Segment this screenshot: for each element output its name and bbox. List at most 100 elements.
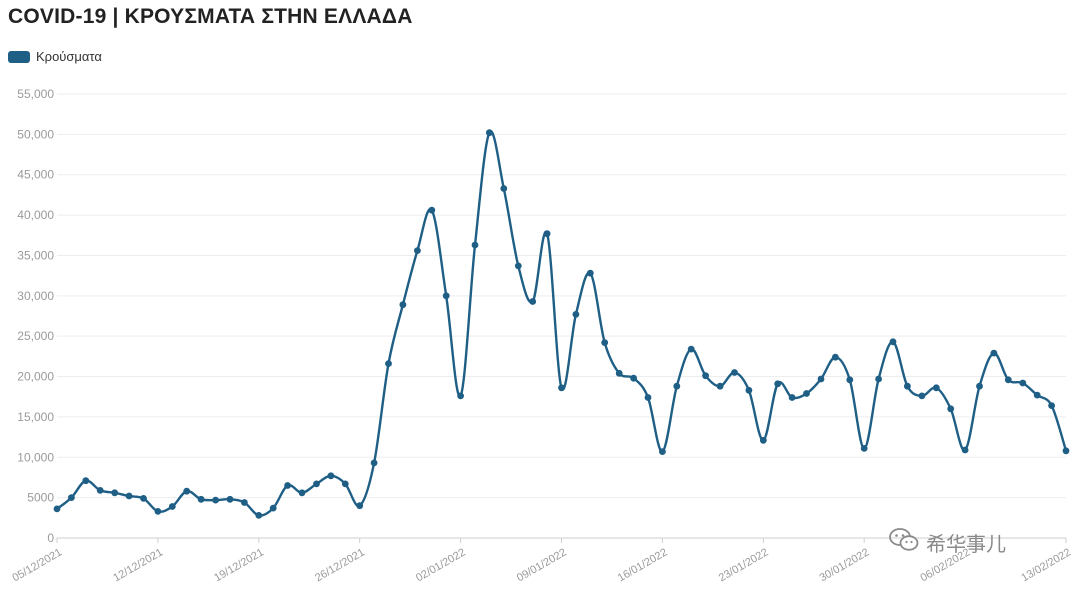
data-point[interactable]: [457, 392, 464, 400]
y-tick-label: 15,000: [17, 410, 54, 424]
data-point[interactable]: [486, 129, 493, 137]
data-point[interactable]: [313, 480, 320, 488]
y-tick-label: 5000: [27, 491, 54, 505]
y-tick-label: 45,000: [17, 168, 54, 182]
series-line: [55, 130, 1068, 517]
data-point[interactable]: [601, 339, 609, 346]
data-point[interactable]: [947, 405, 955, 413]
data-point[interactable]: [529, 298, 537, 305]
data-point[interactable]: [615, 369, 623, 377]
data-point[interactable]: [154, 508, 162, 515]
data-point[interactable]: [976, 382, 983, 390]
data-point[interactable]: [111, 489, 119, 497]
data-point[interactable]: [500, 185, 508, 192]
data-point[interactable]: [341, 480, 349, 488]
data-point[interactable]: [788, 394, 796, 401]
data-point[interactable]: [255, 512, 263, 519]
data-point[interactable]: [904, 382, 911, 390]
data-point[interactable]: [572, 311, 580, 318]
data-points: [53, 129, 1070, 519]
data-point[interactable]: [875, 375, 882, 383]
data-point[interactable]: [803, 390, 810, 397]
data-point[interactable]: [860, 445, 868, 452]
data-point[interactable]: [889, 338, 897, 346]
watermark-text: 希华事儿: [926, 532, 1006, 556]
y-axis: 0 5000 10,000 15,000 20,000 25,000 30,000 35,00…: [17, 87, 54, 545]
data-point[interactable]: [385, 360, 392, 367]
data-point[interactable]: [226, 495, 234, 503]
data-point[interactable]: [428, 206, 436, 214]
data-point[interactable]: [284, 482, 291, 489]
x-tick-label: 05/12/2021: [10, 546, 64, 584]
data-point[interactable]: [183, 487, 191, 495]
data-point[interactable]: [241, 499, 248, 506]
data-point[interactable]: [846, 376, 854, 384]
y-tick-label: 20,000: [17, 370, 54, 384]
data-point[interactable]: [558, 384, 565, 392]
data-point[interactable]: [442, 292, 450, 300]
data-point[interactable]: [1062, 447, 1070, 455]
data-point[interactable]: [759, 436, 767, 444]
data-point[interactable]: [961, 446, 969, 454]
data-point[interactable]: [471, 241, 479, 249]
data-point[interactable]: [774, 380, 782, 388]
data-point[interactable]: [82, 477, 90, 485]
legend-label: Κρούσματα: [36, 49, 102, 64]
y-tick-label: 30,000: [17, 289, 54, 303]
data-point[interactable]: [990, 349, 998, 357]
x-tick-label: 19/12/2021: [212, 546, 266, 584]
data-point[interactable]: [514, 262, 522, 270]
data-point[interactable]: [168, 503, 176, 510]
data-point[interactable]: [212, 496, 220, 504]
data-point[interactable]: [673, 382, 681, 390]
series-krousmata: [55, 130, 1068, 517]
data-point[interactable]: [644, 394, 652, 401]
data-point[interactable]: [68, 494, 75, 501]
data-point[interactable]: [414, 247, 421, 255]
data-point[interactable]: [197, 495, 205, 503]
y-tick-label: 55,000: [17, 87, 54, 101]
data-point[interactable]: [932, 384, 940, 392]
data-point[interactable]: [731, 369, 738, 376]
legend-swatch: [8, 50, 30, 63]
data-point[interactable]: [659, 448, 666, 455]
data-point[interactable]: [586, 269, 594, 277]
data-point[interactable]: [1004, 376, 1012, 384]
data-point[interactable]: [716, 382, 724, 390]
data-point[interactable]: [1033, 391, 1041, 399]
data-point[interactable]: [399, 301, 407, 309]
data-point[interactable]: [702, 372, 709, 380]
chart-title: COVID-19 | ΚΡΟΥΣΜΑΤΑ ΣΤΗΝ ΕΛΛΑΔΑ: [8, 5, 413, 28]
data-point[interactable]: [125, 492, 133, 500]
grid-lines: [57, 93, 1066, 539]
data-point[interactable]: [687, 345, 695, 353]
x-tick-label: 09/01/2022: [515, 546, 569, 584]
y-tick-label: 50,000: [17, 127, 54, 141]
data-point[interactable]: [356, 502, 364, 510]
y-tick-label: 25,000: [17, 329, 54, 343]
data-point[interactable]: [96, 487, 104, 494]
data-point[interactable]: [370, 459, 378, 467]
data-point[interactable]: [140, 495, 147, 502]
data-point[interactable]: [1019, 379, 1027, 387]
data-point[interactable]: [832, 353, 839, 361]
x-tick-label: 16/01/2022: [616, 546, 670, 584]
data-point[interactable]: [745, 386, 753, 394]
x-tick-label: 30/01/2022: [818, 546, 872, 584]
data-point[interactable]: [1048, 402, 1055, 409]
data-point[interactable]: [543, 230, 551, 238]
x-tick-label: 26/12/2021: [313, 546, 367, 584]
wechat-icon: [888, 527, 920, 558]
data-point[interactable]: [269, 504, 277, 512]
data-point[interactable]: [327, 472, 335, 480]
data-point[interactable]: [298, 489, 306, 497]
y-tick-label: 35,000: [17, 248, 54, 262]
y-tick-label: 10,000: [17, 450, 54, 464]
x-tick-label: 12/12/2021: [111, 546, 165, 584]
data-point[interactable]: [630, 374, 637, 382]
data-point[interactable]: [918, 392, 926, 400]
legend[interactable]: Κρούσματα: [8, 49, 102, 64]
data-point[interactable]: [53, 505, 61, 513]
data-point[interactable]: [817, 375, 825, 383]
